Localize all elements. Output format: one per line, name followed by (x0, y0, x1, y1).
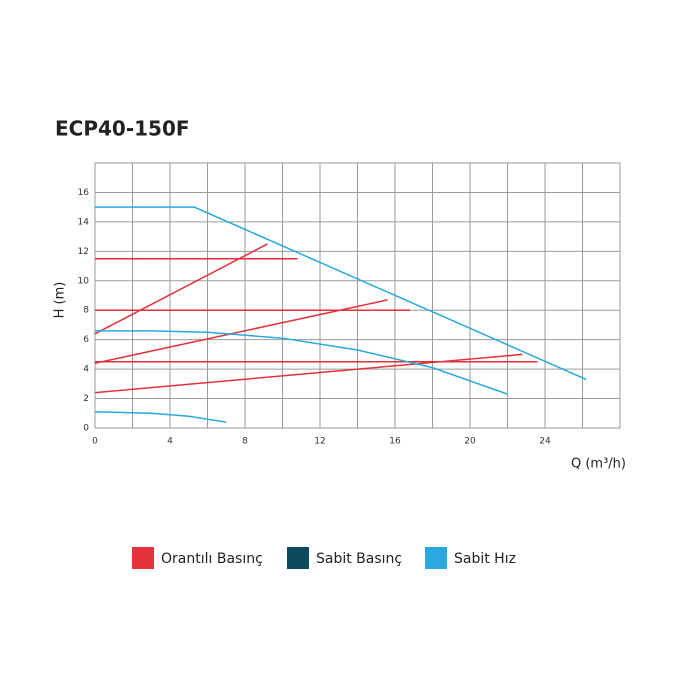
x-tick-label: 8 (242, 437, 248, 447)
y-tick-label: 0 (83, 424, 89, 434)
x-axis-label: Q (m³/h) (571, 457, 626, 472)
curve (95, 206, 587, 381)
chart-title: ECP40-150F (55, 117, 190, 141)
x-tick-label: 4 (167, 437, 173, 447)
y-tick-label: 16 (78, 188, 90, 198)
y-tick-label: 4 (83, 365, 89, 375)
legend-label: Sabit Basınç (316, 551, 402, 567)
y-tick-label: 14 (78, 217, 90, 227)
legend-swatch (287, 547, 309, 569)
x-tick-label: 20 (464, 437, 476, 447)
x-tick-label: 24 (539, 437, 551, 447)
curve (95, 330, 508, 395)
x-tick-label: 12 (314, 437, 325, 447)
y-axis-label: H (m) (53, 282, 68, 319)
curve (94, 411, 227, 423)
curve (94, 353, 523, 394)
y-tick-label: 8 (83, 306, 89, 316)
x-tick-label: 16 (389, 437, 401, 447)
curve (94, 243, 268, 335)
legend-label: Orantılı Basınç (161, 551, 263, 567)
legend-label: Sabit Hız (454, 551, 516, 567)
x-tick-label: 0 (92, 437, 98, 447)
legend-swatch (132, 547, 154, 569)
y-tick-label: 12 (78, 247, 89, 257)
y-tick-label: 2 (83, 394, 89, 404)
legend-swatch (425, 547, 447, 569)
y-tick-label: 10 (78, 276, 90, 286)
y-tick-label: 6 (83, 335, 89, 345)
